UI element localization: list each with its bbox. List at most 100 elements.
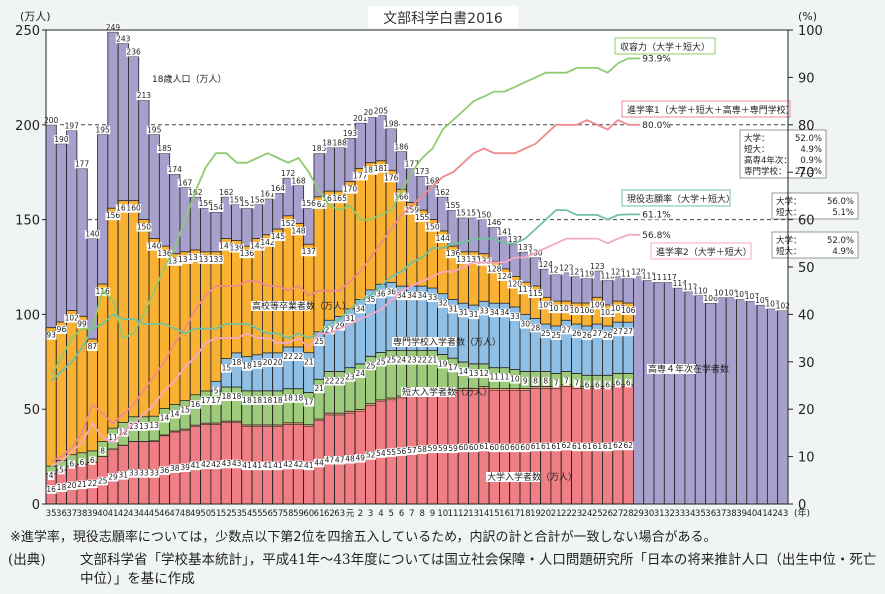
data-label-graduates-bg [115, 204, 131, 213]
data-label-population-bg [270, 184, 286, 194]
x-tick-label: 12 [458, 509, 469, 519]
data-label-graduates-bg [56, 325, 67, 334]
legend-capacity: 収容力（大学＋短大） [620, 41, 710, 53]
x-tick-label: 30 [643, 509, 654, 519]
data-label-graduates: 120 [508, 279, 523, 288]
x-tick-label: 9 [430, 509, 435, 519]
data-label-population: 154 [209, 203, 224, 212]
data-label-3-bg [396, 291, 407, 301]
data-label-2-bg [138, 422, 150, 431]
data-label-3-bg [561, 325, 572, 335]
data-label-graduates: 87 [88, 342, 98, 351]
data-label-3-bg [241, 362, 253, 371]
data-label-population: 213 [137, 91, 152, 100]
data-label-3-bg [212, 386, 220, 396]
x-tick-label: 36 [705, 509, 716, 519]
data-label-2: 25 [386, 356, 396, 365]
data-label-0-bg [324, 455, 335, 465]
x-tick-label: 21 [551, 509, 562, 519]
data-label-population: 137 [508, 235, 523, 244]
data-label-population: 164 [271, 184, 286, 193]
annotation-population: 18歳人口（万人） [152, 73, 226, 85]
breakdown-applicant-value: 5.1% [832, 208, 854, 218]
data-label-population-bg [744, 292, 760, 302]
data-label-0: 59 [448, 444, 458, 453]
data-label-graduates: 136 [240, 249, 255, 258]
data-label-2: 18 [273, 396, 283, 405]
data-label-2: 6 [80, 458, 85, 467]
data-label-2: 19 [438, 359, 448, 368]
data-label-graduates-bg [301, 247, 317, 257]
data-label-2-bg [499, 373, 510, 382]
data-label-3-bg [406, 291, 418, 301]
data-label-2: 6 [626, 378, 631, 387]
data-label-population: 188 [333, 139, 348, 148]
data-label-0: 54 [376, 449, 386, 458]
data-label-0: 61 [541, 442, 551, 451]
data-label-2: 8 [533, 376, 538, 385]
bar-population [643, 279, 655, 505]
data-label-2: 24 [397, 356, 407, 365]
data-label-0-bg [406, 446, 418, 455]
data-label-0-bg [602, 442, 614, 452]
x-tick-label: 57 [272, 509, 283, 519]
data-label-population: 195 [147, 125, 162, 134]
data-label-graduates-bg [156, 249, 173, 259]
data-label-3: 27 [325, 325, 335, 334]
data-label-graduates-bg [373, 164, 389, 173]
data-label-population-bg [260, 190, 276, 199]
breakdown-rate2-key: 短大： [776, 246, 802, 257]
data-label-2-bg [190, 400, 201, 409]
data-label-0: 62 [562, 441, 572, 450]
data-label-population-bg [723, 288, 739, 298]
x-tick-label: 4 [378, 509, 383, 519]
data-label-3: 34 [500, 308, 510, 317]
data-label-population-bg [43, 116, 59, 125]
data-label-graduates: 181 [374, 164, 389, 173]
data-label-3: 31 [469, 310, 479, 319]
data-label-0: 61 [603, 442, 613, 451]
data-label-0-bg [262, 461, 273, 471]
bar-population [694, 295, 706, 505]
data-label-population-bg [311, 144, 327, 154]
data-label-population-bg [290, 176, 307, 186]
bar-population [756, 304, 768, 505]
data-label-population: 173 [415, 167, 430, 176]
data-label-2: 18 [283, 394, 293, 403]
data-label-0: 41 [191, 461, 201, 470]
data-label-graduates-bg [394, 192, 410, 202]
data-label-graduates-bg [177, 255, 193, 264]
data-label-graduates: 107 [549, 304, 564, 313]
annotation-daigaku-bg [486, 472, 541, 482]
x-tick-label: 35 [695, 509, 706, 519]
data-label-graduates-bg [466, 255, 482, 264]
data-label-graduates-bg [76, 319, 88, 329]
data-label-graduates-bg [424, 223, 440, 232]
data-label-population-bg [569, 267, 585, 277]
x-tick-label: 37 [716, 509, 727, 519]
data-label-population: 158 [250, 195, 265, 204]
data-label-population: 185 [157, 144, 172, 153]
legend-applicant: 現役志願率（大学＋短大） [627, 193, 735, 205]
x-tick-label: 18 [520, 509, 531, 519]
data-label-3: 28 [531, 323, 541, 332]
x-tick-label: 37 [66, 509, 77, 519]
data-label-3: 27 [613, 327, 623, 336]
data-label-3-bg [499, 308, 510, 318]
data-label-0-bg [571, 442, 583, 452]
data-label-2-bg [272, 396, 284, 405]
data-label-graduates: 107 [559, 304, 574, 313]
data-label-0: 52 [366, 451, 376, 460]
data-label-3-bg [458, 308, 469, 318]
data-label-population: 114 [673, 279, 688, 288]
data-label-3: 31 [459, 308, 469, 317]
data-label-2: 22 [335, 376, 345, 385]
data-label-0-bg [117, 471, 129, 480]
data-label-population: 141 [497, 228, 512, 237]
data-label-population-bg [363, 108, 379, 118]
data-label-0: 36 [160, 466, 170, 475]
data-label-population-bg [414, 167, 430, 176]
data-label-graduates: 159 [405, 206, 420, 215]
data-label-0: 60 [500, 443, 510, 452]
data-label-2: 23 [345, 373, 355, 382]
